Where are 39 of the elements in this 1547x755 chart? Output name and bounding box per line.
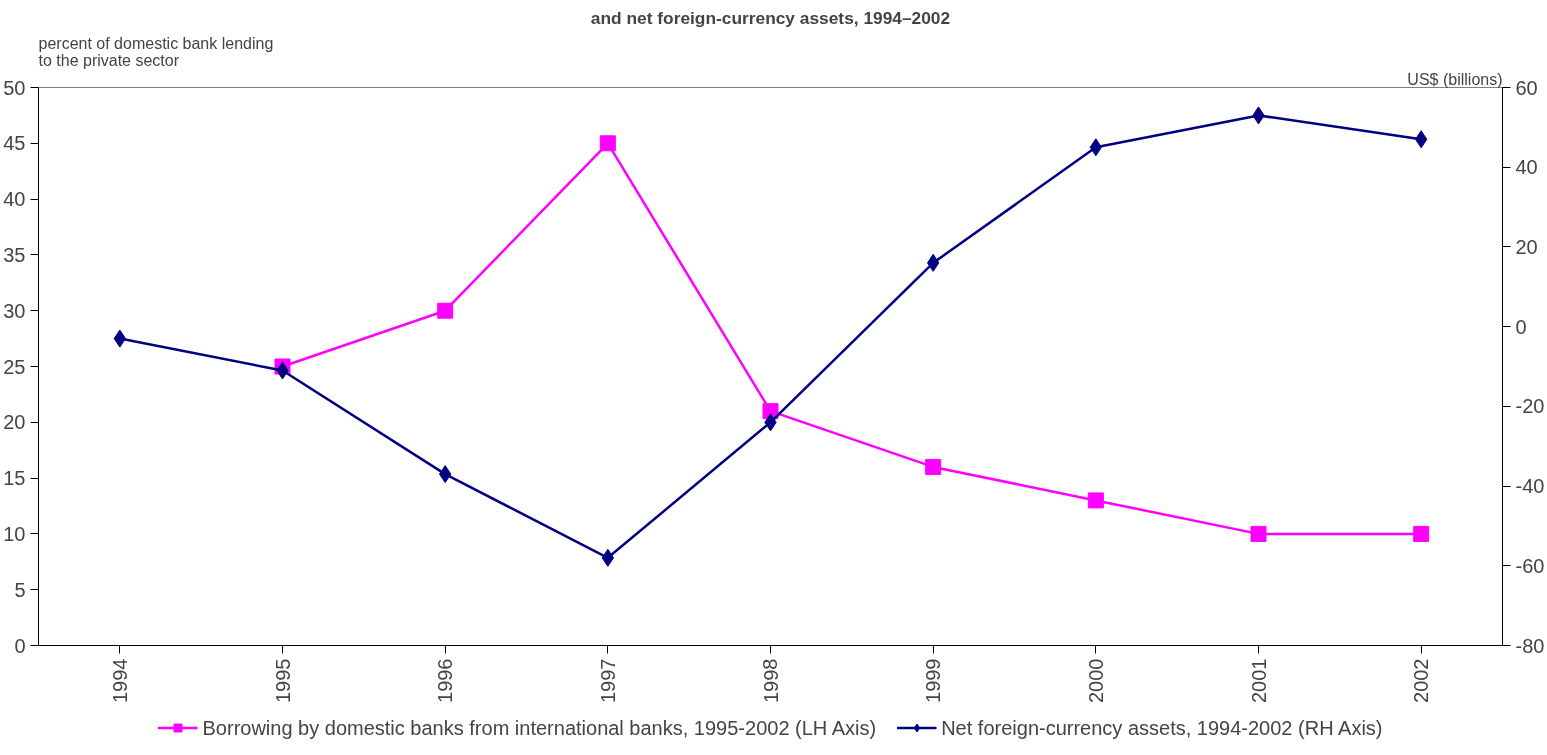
y-tick-label: 5	[14, 578, 26, 601]
x-tick-label: 2001	[1247, 658, 1270, 703]
x-tick-label: 1994	[108, 658, 131, 703]
legend-label: Borrowing by domestic banks from international banks, 1995-2002 (LH Axis)	[202, 716, 877, 739]
point	[599, 135, 616, 152]
y-tick-label: 30	[3, 299, 26, 322]
point	[437, 302, 454, 319]
y2-tick-label: -80	[1515, 634, 1545, 657]
point	[1413, 525, 1430, 542]
y-tick-label: 0	[14, 634, 26, 657]
y2-tick-label: 40	[1515, 156, 1538, 179]
point	[1087, 492, 1104, 509]
chart-title: and net foreign-currency assets, 1994–2002	[590, 7, 951, 28]
y2-tick-label: 0	[1515, 315, 1527, 338]
x-tick-label: 1995	[271, 658, 294, 703]
y-tick-label: 50	[3, 76, 26, 99]
y-tick-label: 20	[3, 411, 26, 434]
point	[925, 458, 942, 475]
x-tick-label: 2002	[1410, 658, 1433, 703]
y-tick-label: 25	[3, 355, 26, 378]
point	[1250, 525, 1267, 542]
y-tick-label: 40	[3, 188, 26, 211]
y-tick-label: 45	[3, 132, 26, 155]
y-tick-label: 10	[3, 522, 26, 545]
y2-tick-label: -40	[1515, 475, 1545, 498]
y2-tick-label: 20	[1515, 235, 1538, 258]
x-tick-label: 1997	[596, 658, 619, 703]
x-tick-label: 1996	[434, 658, 457, 703]
x-tick-label: 2000	[1084, 658, 1107, 703]
y2-axis-title: US$ (billions)	[1407, 70, 1503, 88]
y2-tick-label: 60	[1515, 76, 1538, 99]
y-tick-label: 35	[3, 243, 26, 266]
x-tick-label: 1998	[759, 658, 782, 703]
y-tick-label: 15	[3, 467, 26, 490]
y2-tick-label: -20	[1515, 395, 1545, 418]
y-axis-title: percent of domestic bank lending to the private sector	[38, 34, 274, 69]
y2-tick-label: -60	[1515, 554, 1545, 577]
legend-label: Net foreign-currency assets, 1994-2002 (RH Axis)	[941, 716, 1383, 739]
x-tick-label: 1999	[922, 658, 945, 703]
